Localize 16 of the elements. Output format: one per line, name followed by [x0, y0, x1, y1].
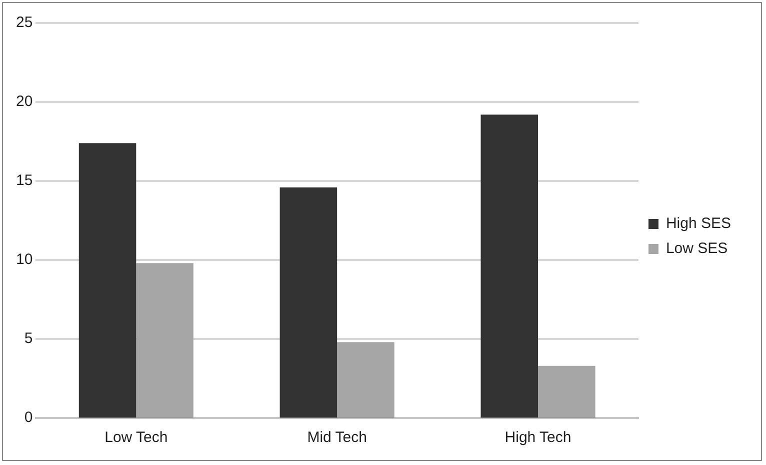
bar: [480, 114, 538, 418]
y-tick-label: 0: [24, 409, 33, 426]
y-tick-label: 20: [16, 93, 33, 110]
x-tick-label: High Tech: [504, 429, 572, 446]
legend-label: High SES: [666, 215, 732, 232]
bar: [78, 143, 136, 418]
legend-label: Low SES: [666, 240, 728, 258]
y-tick-label: 15: [16, 172, 33, 190]
y-tick-label: 25: [16, 14, 33, 32]
x-tick-label: Mid Tech: [307, 429, 367, 446]
bar: [280, 187, 338, 418]
bar: [538, 366, 596, 418]
x-tick-label: Low Tech: [104, 429, 168, 446]
bar: [337, 342, 394, 418]
y-tick-label: 5: [24, 330, 33, 348]
y-tick-label: 10: [16, 251, 33, 268]
